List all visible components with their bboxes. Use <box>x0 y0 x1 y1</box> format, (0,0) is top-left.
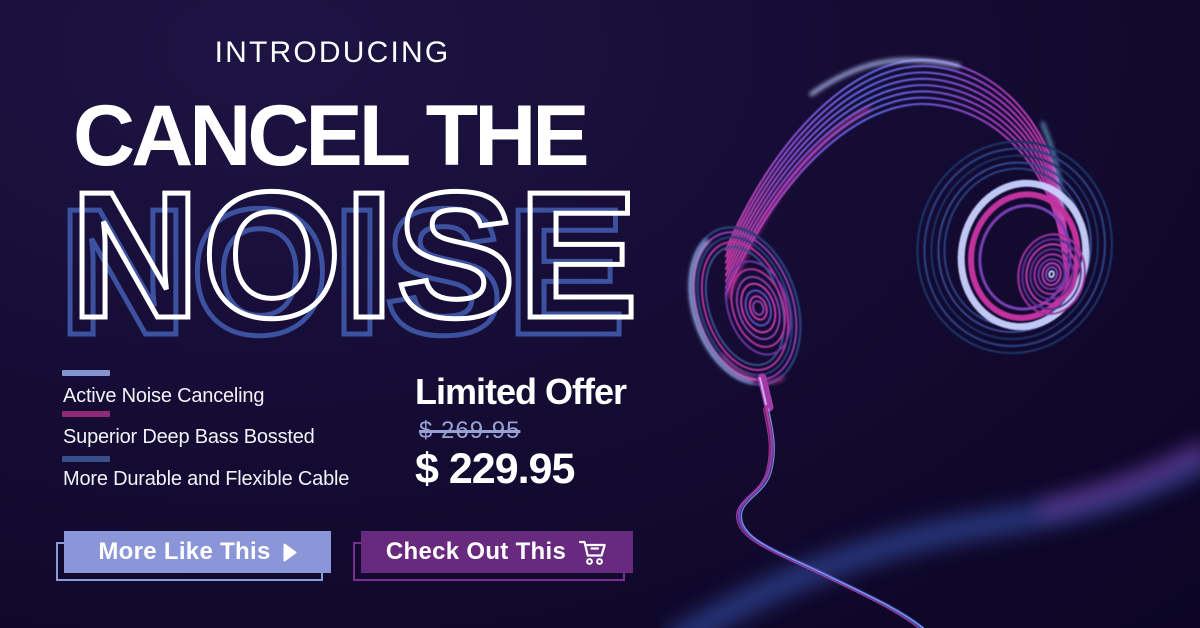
headline-line1: CANCEL THE <box>73 88 590 184</box>
more-button-label: More Like This <box>98 538 271 565</box>
arrow-right-icon <box>283 543 297 561</box>
feature-label: Active Noise Canceling <box>63 385 265 407</box>
headline-line2-outline: NOISE <box>67 155 641 356</box>
right-ear-cup <box>916 140 1114 355</box>
headphones-illustration <box>672 57 1200 628</box>
glow-swoosh <box>672 441 1200 628</box>
old-price: $ 269.95 <box>419 417 521 444</box>
feature-label: More Durable and Flexible Cable <box>63 468 350 490</box>
feature-bar <box>62 370 110 376</box>
checkout-button-label: Check Out This <box>385 538 567 565</box>
headphone-headband <box>724 57 1069 299</box>
intro-label: INTRODUCING <box>214 36 451 69</box>
shopping-cart-icon <box>579 540 606 565</box>
audio-cable <box>735 373 925 628</box>
check-out-this-button[interactable]: Check Out This <box>361 531 633 573</box>
new-price: $ 229.95 <box>415 445 575 493</box>
feature-bar <box>62 411 110 417</box>
headline-line2-echo: NOISE <box>55 172 629 373</box>
offer-title: Limited Offer <box>415 371 627 412</box>
feature-bar <box>62 456 110 462</box>
left-ear-cup <box>688 226 802 386</box>
headline-line2: NOISE NOISE <box>55 163 640 403</box>
feature-label: Superior Deep Bass Bossted <box>63 426 315 448</box>
more-like-this-button[interactable]: More Like This <box>64 531 331 573</box>
